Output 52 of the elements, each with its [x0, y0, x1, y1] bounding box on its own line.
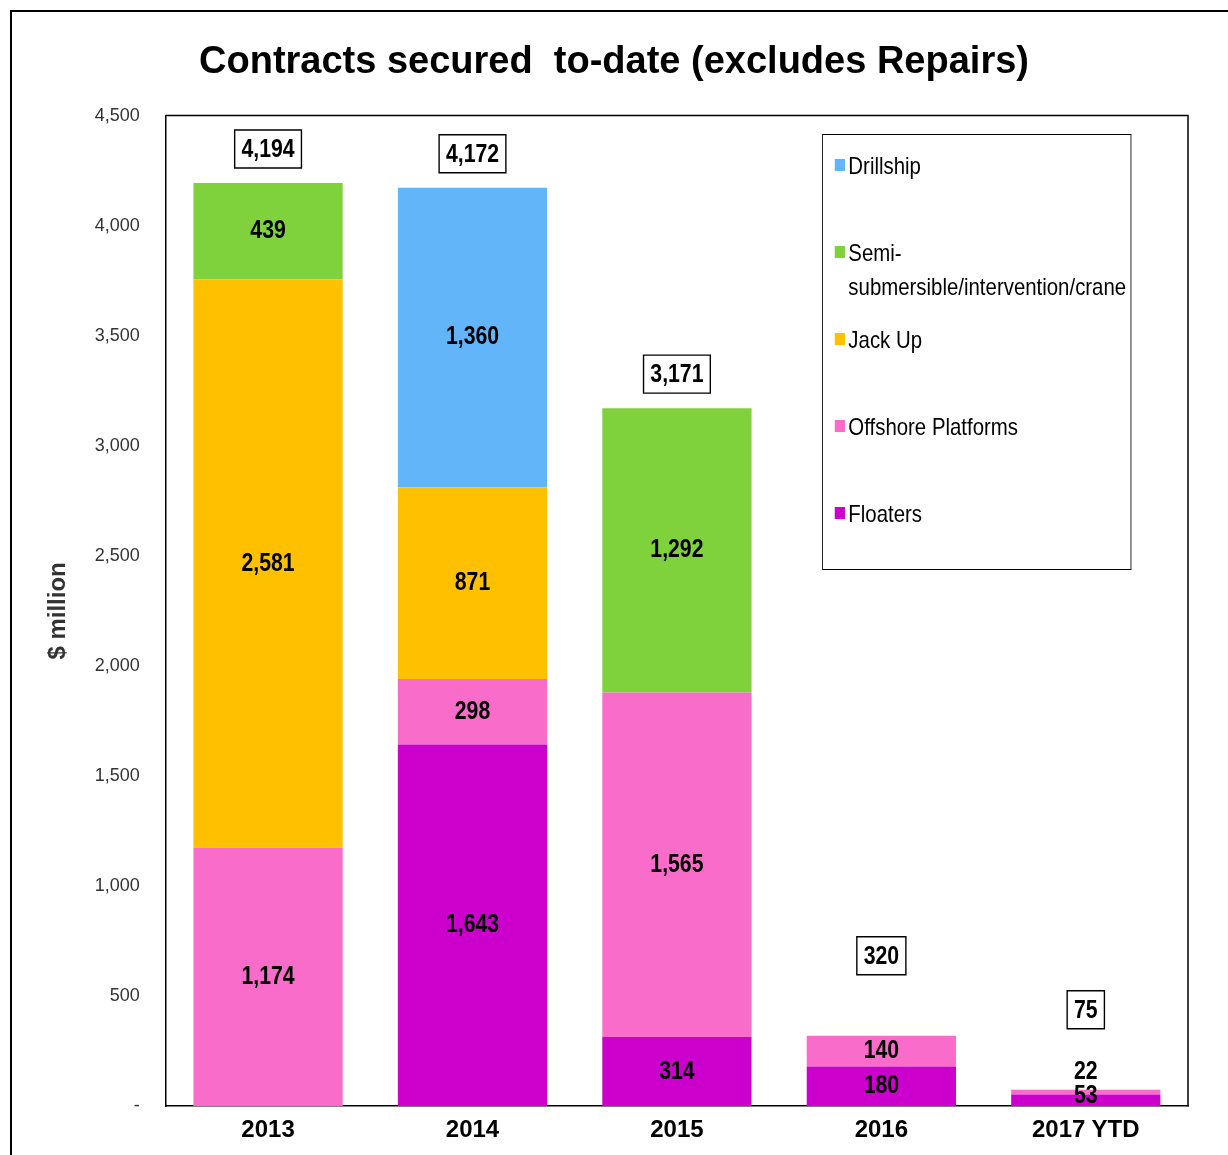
x-tick-label: 2014: [445, 1115, 500, 1143]
total-label: 75: [1073, 994, 1098, 1023]
y-tick-label: 500: [109, 985, 140, 1006]
legend-label: Offshore Platforms: [848, 413, 1019, 440]
x-tick-label: 2017 YTD: [1031, 1115, 1140, 1143]
bar: [397, 187, 548, 488]
data-label: 314: [659, 1055, 695, 1084]
y-tick-label: 3,500: [94, 324, 140, 345]
legend-label: Jack Up: [848, 326, 923, 353]
data-label: 2,581: [241, 547, 295, 576]
y-tick-label: 3,000: [94, 434, 140, 455]
bar: [397, 487, 548, 679]
bar: [602, 692, 752, 1038]
data-label: 298: [454, 695, 491, 724]
chart-title: Contracts secured to-date (excludes Repairs): [199, 39, 1029, 82]
data-label: 1,292: [650, 534, 704, 563]
bar: [602, 1037, 752, 1107]
y-tick-label: 1,500: [94, 764, 140, 785]
data-label: 1,360: [445, 321, 500, 350]
bar: [397, 744, 548, 1107]
y-tick-label: 4,000: [94, 214, 140, 235]
data-label: 140: [863, 1035, 900, 1064]
y-tick-label: 2,500: [94, 544, 140, 565]
data-label: 1,643: [445, 909, 500, 938]
legend-label: Floaters: [848, 500, 923, 527]
total-label: 4,172: [445, 139, 500, 168]
x-tick-label: 2016: [854, 1115, 909, 1143]
bar: [193, 279, 343, 848]
legend-label: Semi-submersible/intervention/crane: [848, 239, 1127, 300]
data-label: 1,174: [241, 961, 295, 990]
bar: [806, 1035, 956, 1067]
y-tick-label: 2,000: [94, 654, 140, 675]
data-label: 180: [863, 1070, 900, 1099]
bar: [602, 408, 752, 693]
total-label: 320: [863, 941, 900, 970]
x-tick-label: 2013: [241, 1115, 295, 1143]
data-label: 1,565: [650, 849, 704, 878]
total-label: 4,194: [241, 134, 295, 163]
y-axis-title: $ million: [43, 562, 71, 660]
data-label: 871: [454, 567, 491, 596]
bar: [193, 182, 343, 280]
y-tick-label: 4,500: [94, 104, 140, 125]
x-tick-label: 2015: [650, 1115, 704, 1143]
y-tick-label: 1,000: [94, 875, 140, 896]
data-label: 439: [250, 215, 286, 244]
data-label: 22: [1073, 1055, 1098, 1084]
total-label: 3,171: [650, 359, 704, 388]
bar: [193, 847, 343, 1107]
legend-label: Drillship: [848, 152, 921, 179]
bar: [397, 678, 548, 745]
bar: [806, 1066, 956, 1107]
y-tick-label: -: [133, 1095, 140, 1116]
